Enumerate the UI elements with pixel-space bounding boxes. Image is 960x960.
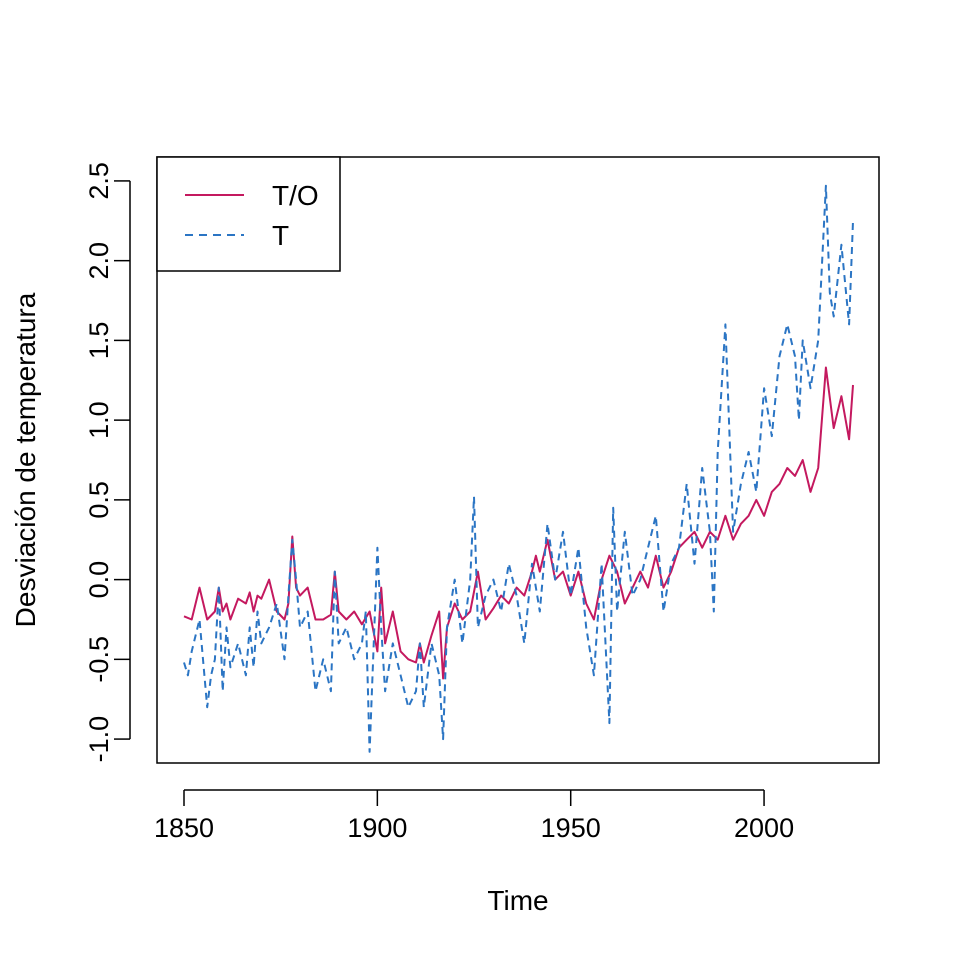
y-tick-label: -0.5 <box>84 636 114 683</box>
x-tick-label: 1850 <box>154 813 214 843</box>
legend-label-t-o: T/O <box>272 180 319 211</box>
legend-label-t: T <box>272 220 289 251</box>
legend-box <box>156 156 341 272</box>
series-line-t <box>183 184 854 753</box>
y-tick-label: 0.5 <box>84 481 114 519</box>
x-tick-label: 1900 <box>347 813 407 843</box>
y-tick-label: 2.5 <box>84 162 114 200</box>
series-line-t-o <box>183 366 854 680</box>
x-axis-title: Time <box>487 885 548 916</box>
series-layer <box>183 184 854 753</box>
plot-frame <box>156 156 880 764</box>
x-tick-label: 2000 <box>734 813 794 843</box>
y-tick-label: -1.0 <box>84 716 114 763</box>
y-axis: -1.0 -0.5 0.0 0.5 1.0 1.5 2.0 2.5 <box>84 162 131 763</box>
x-tick-label: 1950 <box>541 813 601 843</box>
y-tick-label: 1.0 <box>84 401 114 439</box>
legend: T/O T <box>156 156 341 272</box>
x-axis: 1850 1900 1950 2000 <box>154 789 794 843</box>
y-tick-label: 2.0 <box>84 242 114 280</box>
y-tick-label: 0.0 <box>84 561 114 599</box>
y-tick-label: 1.5 <box>84 322 114 360</box>
y-axis-title: Desviación de temperatura <box>10 292 41 627</box>
